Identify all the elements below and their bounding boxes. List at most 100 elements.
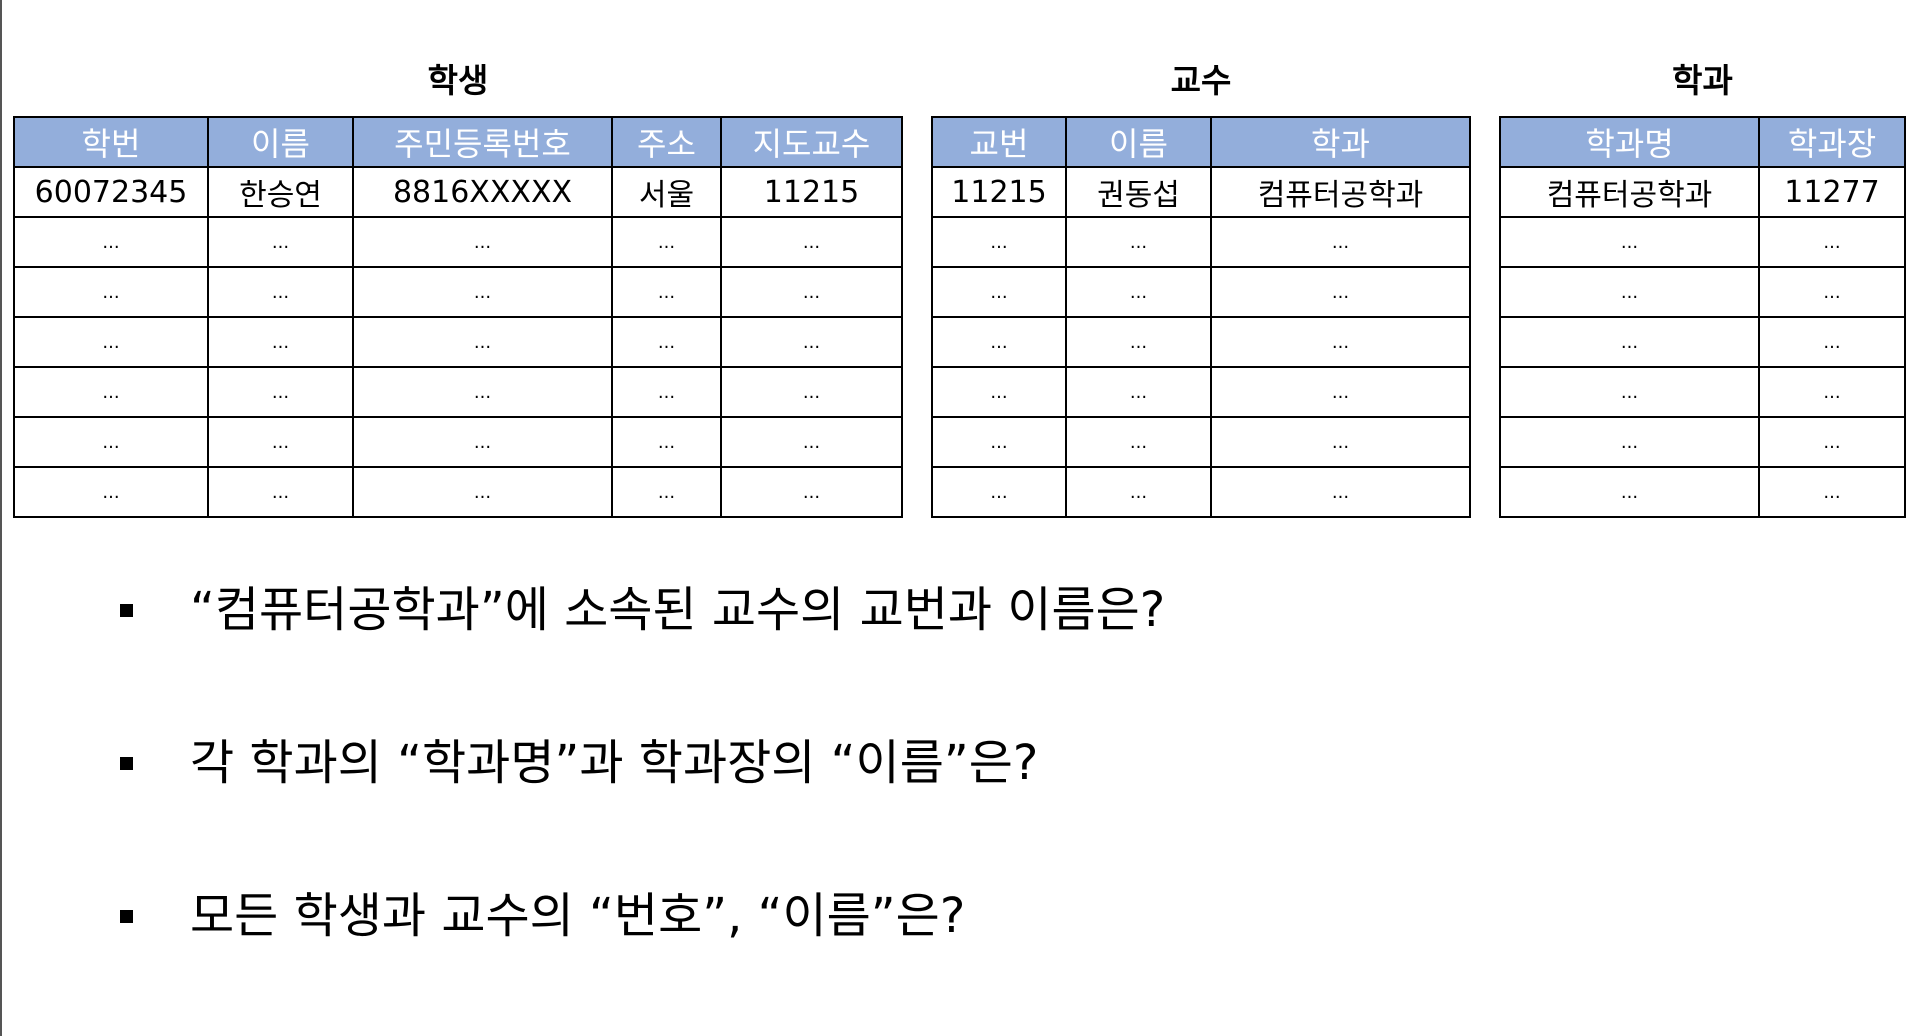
professor-table: 교번 이름 학과 11215 권동섭 컴퓨터공학과.................… (931, 116, 1471, 518)
table-cell: ... (1758, 266, 1906, 318)
table-cell: ... (611, 416, 722, 468)
column-header: 학과명 (1499, 116, 1760, 168)
table-cell: ... (207, 466, 354, 518)
column-header: 이름 (207, 116, 354, 168)
table-cell: ... (931, 366, 1067, 418)
question-text: “컴퓨터공학과”에 소속된 교수의 교번과 이름은? (190, 582, 1166, 638)
table-cell: ... (611, 466, 722, 518)
column-header: 학과장 (1758, 116, 1906, 168)
table-row: ............... (13, 316, 903, 368)
column-header: 주민등록번호 (352, 116, 613, 168)
table-cell: ... (611, 316, 722, 368)
student-table-block: 학생 학번 이름 주민등록번호 주소 지도교수 60072345 한승연 8816X… (13, 56, 903, 518)
table-cell: ... (1758, 216, 1906, 268)
table-row: ......... (931, 266, 1471, 318)
table-cell: ... (1065, 216, 1212, 268)
table-cell: ... (1065, 316, 1212, 368)
square-bullet-icon (120, 604, 133, 617)
table-cell: 11277 (1758, 166, 1906, 218)
square-bullet-icon (120, 910, 133, 923)
table-cell: ... (1065, 366, 1212, 418)
table-cell: 11215 (931, 166, 1067, 218)
table-cell: ... (352, 416, 613, 468)
table-row: ...... (1499, 266, 1906, 318)
table-cell: 60072345 (13, 166, 209, 218)
table-cell: ... (1758, 466, 1906, 518)
table-cell: ... (1065, 466, 1212, 518)
table-cell: ... (207, 416, 354, 468)
table-row: ......... (931, 466, 1471, 518)
professor-table-block: 교수 교번 이름 학과 11215 권동섭 컴퓨터공학과..............… (931, 56, 1471, 518)
table-cell: ... (1210, 366, 1471, 418)
professor-header-row: 교번 이름 학과 (931, 116, 1471, 168)
table-row: ............... (13, 416, 903, 468)
table-cell: ... (207, 316, 354, 368)
table-cell: 11215 (720, 166, 903, 218)
table-cell: ... (13, 266, 209, 318)
table-row: ...... (1499, 416, 1906, 468)
table-cell: ... (931, 316, 1067, 368)
table-cell: ... (1758, 316, 1906, 368)
table-cell: ... (720, 416, 903, 468)
table-cell: ... (931, 416, 1067, 468)
table-row: ...... (1499, 466, 1906, 518)
table-row: ......... (931, 216, 1471, 268)
table-cell: ... (931, 266, 1067, 318)
table-row: ............... (13, 466, 903, 518)
table-cell: 컴퓨터공학과 (1499, 166, 1760, 218)
column-header: 학과 (1210, 116, 1471, 168)
student-header-row: 학번 이름 주민등록번호 주소 지도교수 (13, 116, 903, 168)
table-cell: 권동섭 (1065, 166, 1212, 218)
table-row: ............... (13, 366, 903, 418)
department-table-body: 컴퓨터공학과 11277.............................… (1499, 166, 1906, 518)
student-table-body: 60072345 한승연 8816XXXXX 서울 11215.............… (13, 166, 903, 518)
question-text: 각 학과의 “학과명”과 학과장의 “이름”은? (190, 735, 1039, 791)
table-cell: ... (352, 366, 613, 418)
table-cell: ... (1499, 466, 1760, 518)
question-item: “컴퓨터공학과”에 소속된 교수의 교번과 이름은? (118, 570, 1165, 723)
table-cell: ... (1499, 316, 1760, 368)
question-item: 모든 학생과 교수의 “번호”, “이름”은? (118, 876, 1165, 1029)
table-row: ...... (1499, 366, 1906, 418)
table-cell: ... (207, 266, 354, 318)
table-cell: 한승연 (207, 166, 354, 218)
table-cell: ... (352, 316, 613, 368)
table-cell: ... (931, 216, 1067, 268)
column-header: 이름 (1065, 116, 1212, 168)
department-header-row: 학과명 학과장 (1499, 116, 1906, 168)
table-cell: ... (1499, 266, 1760, 318)
slide-left-border (0, 0, 2, 1036)
table-cell: ... (207, 366, 354, 418)
table-cell: ... (1758, 366, 1906, 418)
table-cell: ... (720, 266, 903, 318)
department-table-block: 학과 학과명 학과장 컴퓨터공학과 11277..................… (1499, 56, 1906, 518)
professor-table-body: 11215 권동섭 컴퓨터공학과..........................… (931, 166, 1471, 518)
department-table: 학과명 학과장 컴퓨터공학과 11277.....................… (1499, 116, 1906, 518)
table-cell: ... (720, 316, 903, 368)
professor-table-title: 교수 (1170, 61, 1232, 100)
table-row: ...... (1499, 316, 1906, 368)
column-header: 주소 (611, 116, 722, 168)
table-cell: 서울 (611, 166, 722, 218)
table-cell: ... (13, 316, 209, 368)
table-cell: ... (13, 416, 209, 468)
question-text: 모든 학생과 교수의 “번호”, “이름”은? (190, 888, 966, 944)
table-row: ............... (13, 266, 903, 318)
table-cell: ... (720, 466, 903, 518)
table-cell: ... (352, 216, 613, 268)
table-cell: ... (931, 466, 1067, 518)
table-cell: ... (1499, 366, 1760, 418)
table-cell: ... (207, 216, 354, 268)
department-table-title: 학과 (1672, 61, 1733, 100)
table-cell: ... (720, 366, 903, 418)
table-row: ......... (931, 366, 1471, 418)
table-cell: ... (352, 266, 613, 318)
table-cell: ... (611, 366, 722, 418)
table-cell: ... (1065, 266, 1212, 318)
student-table-title: 학생 (427, 61, 489, 100)
column-header: 지도교수 (720, 116, 903, 168)
table-cell: ... (352, 466, 613, 518)
table-row: 60072345 한승연 8816XXXXX 서울 11215 (13, 166, 903, 218)
table-cell: ... (720, 216, 903, 268)
square-bullet-icon (120, 757, 133, 770)
